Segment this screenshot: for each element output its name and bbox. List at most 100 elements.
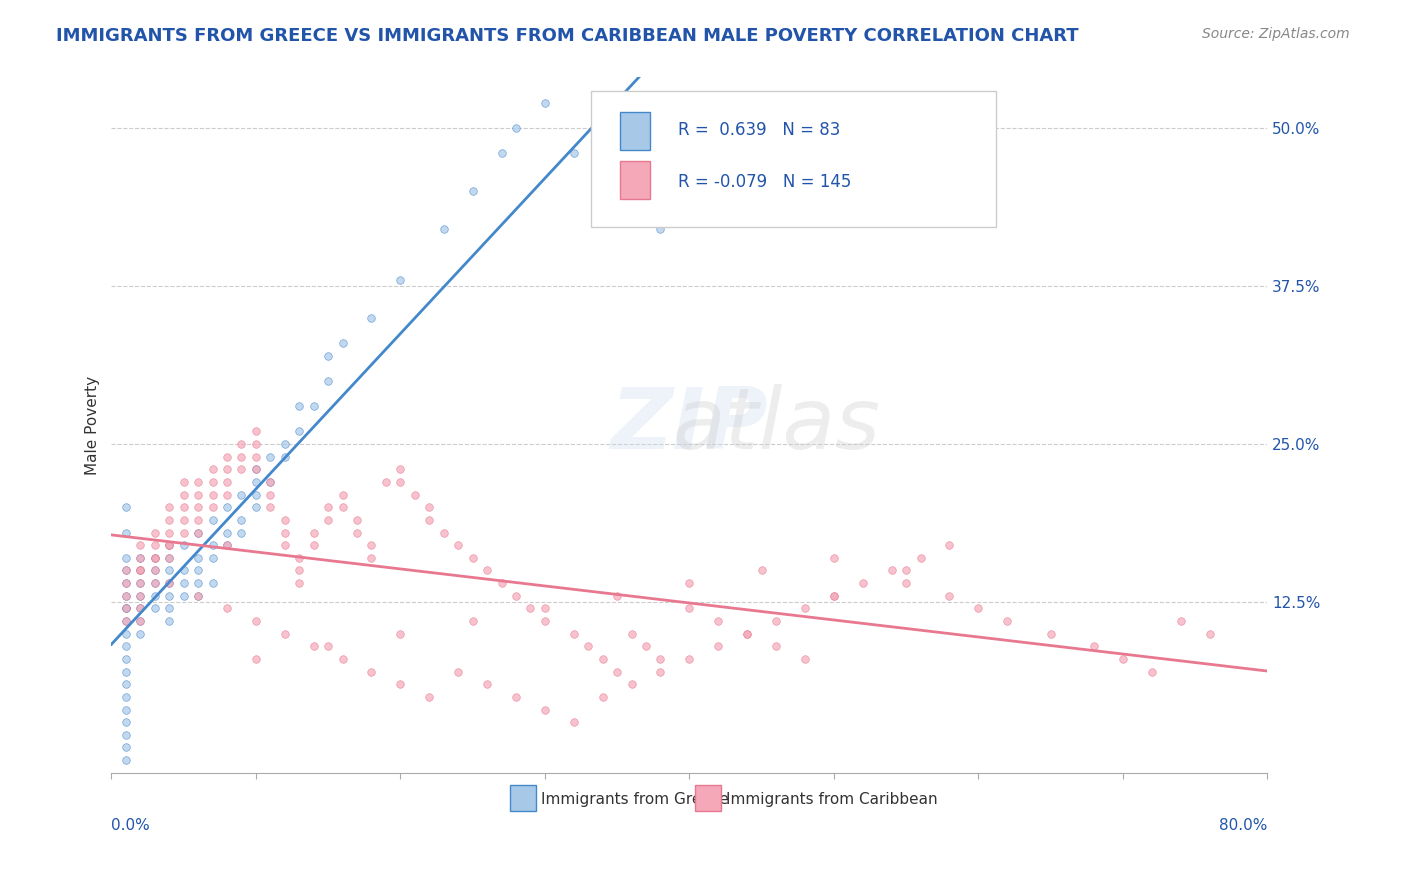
Point xyxy=(157,589,180,603)
Point xyxy=(129,576,152,591)
Point xyxy=(288,399,311,413)
Point xyxy=(418,513,440,527)
Point xyxy=(245,475,267,489)
Point xyxy=(187,589,209,603)
Point xyxy=(187,525,209,540)
Point xyxy=(910,550,932,565)
Point xyxy=(606,665,628,679)
Point xyxy=(404,488,426,502)
Point xyxy=(505,589,527,603)
Point xyxy=(316,500,339,515)
Point xyxy=(620,626,643,640)
Point xyxy=(491,576,513,591)
Point xyxy=(115,652,138,666)
Point xyxy=(765,640,787,654)
Point xyxy=(129,564,152,578)
Point xyxy=(389,475,412,489)
Point xyxy=(215,475,238,489)
Point xyxy=(187,576,209,591)
Point xyxy=(332,652,354,666)
Point xyxy=(433,222,456,236)
Text: Immigrants from Greece: Immigrants from Greece xyxy=(541,792,730,806)
Text: R =  0.639   N = 83: R = 0.639 N = 83 xyxy=(678,120,841,138)
Point xyxy=(534,601,557,615)
Point xyxy=(259,475,281,489)
Point xyxy=(576,640,599,654)
Point xyxy=(115,564,138,578)
Point xyxy=(245,425,267,439)
Point xyxy=(894,564,917,578)
Point xyxy=(115,589,138,603)
Point xyxy=(157,550,180,565)
Point xyxy=(115,601,138,615)
Point xyxy=(765,614,787,628)
Point xyxy=(157,538,180,552)
Point xyxy=(143,564,166,578)
Point xyxy=(143,564,166,578)
Point xyxy=(115,500,138,515)
Point xyxy=(620,197,643,211)
Point xyxy=(143,550,166,565)
Point xyxy=(288,425,311,439)
Y-axis label: Male Poverty: Male Poverty xyxy=(86,376,100,475)
Point xyxy=(215,462,238,476)
Point xyxy=(115,677,138,691)
Point xyxy=(505,690,527,704)
Point xyxy=(143,601,166,615)
Point xyxy=(115,601,138,615)
Point xyxy=(519,601,541,615)
Point xyxy=(115,564,138,578)
Point xyxy=(157,513,180,527)
Point xyxy=(201,488,224,502)
Point xyxy=(332,500,354,515)
FancyBboxPatch shape xyxy=(591,91,995,227)
Point xyxy=(187,525,209,540)
Point xyxy=(274,538,297,552)
Point xyxy=(157,576,180,591)
FancyBboxPatch shape xyxy=(695,785,721,811)
Text: 80.0%: 80.0% xyxy=(1219,818,1267,833)
Point xyxy=(433,525,456,540)
Point xyxy=(707,614,730,628)
Point xyxy=(115,690,138,704)
Point xyxy=(215,450,238,464)
Point xyxy=(852,576,875,591)
Point xyxy=(707,640,730,654)
Point xyxy=(143,550,166,565)
Point xyxy=(215,601,238,615)
Point xyxy=(634,640,657,654)
Point xyxy=(316,513,339,527)
Point xyxy=(360,665,382,679)
Point xyxy=(735,626,758,640)
Point xyxy=(129,601,152,615)
Point xyxy=(751,564,773,578)
Point xyxy=(274,626,297,640)
Point xyxy=(215,488,238,502)
Point xyxy=(259,475,281,489)
Point xyxy=(215,538,238,552)
Point xyxy=(115,601,138,615)
Point xyxy=(143,538,166,552)
Text: 0.0%: 0.0% xyxy=(111,818,150,833)
Point xyxy=(115,576,138,591)
Point xyxy=(187,513,209,527)
Point xyxy=(823,589,845,603)
Point xyxy=(201,550,224,565)
Point xyxy=(332,335,354,350)
Point xyxy=(157,564,180,578)
Point xyxy=(245,652,267,666)
Point xyxy=(316,349,339,363)
Point xyxy=(534,614,557,628)
Point xyxy=(534,95,557,110)
Point xyxy=(115,626,138,640)
Point xyxy=(967,601,990,615)
Point xyxy=(129,614,152,628)
Point xyxy=(115,614,138,628)
Point xyxy=(115,753,138,767)
Point xyxy=(129,589,152,603)
Point xyxy=(418,500,440,515)
Point xyxy=(735,626,758,640)
Point xyxy=(1083,640,1105,654)
Point xyxy=(302,640,325,654)
Point xyxy=(173,576,195,591)
